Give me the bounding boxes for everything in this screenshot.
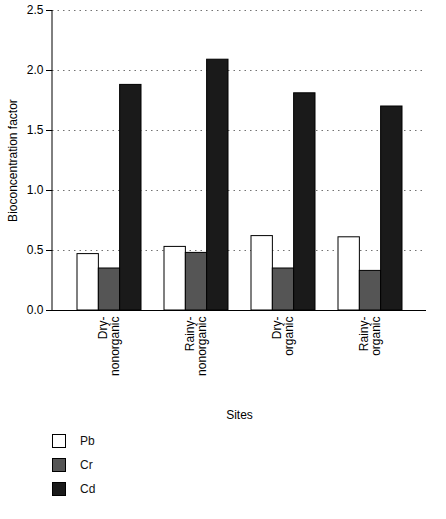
svg-text:Bioconcentration factor: Bioconcentration factor — [6, 99, 20, 222]
svg-text:1.5: 1.5 — [27, 123, 44, 137]
html-text:Cd: Cd — [80, 482, 96, 496]
svg-text:Rainy-nonorganic: Rainy-nonorganic — [183, 317, 209, 376]
svg-text:1.0: 1.0 — [27, 183, 44, 197]
svg-text:2.0: 2.0 — [27, 63, 44, 77]
svg-text:0.5: 0.5 — [27, 243, 44, 257]
html-text:Cr: Cr — [80, 458, 93, 472]
svg-text:2.5: 2.5 — [27, 3, 44, 17]
html-text:Pb: Pb — [80, 434, 95, 448]
svg-text:Dry-nonorganic: Dry-nonorganic — [96, 317, 122, 376]
svg-text:0.0: 0.0 — [27, 303, 44, 317]
svg-text:Sites: Sites — [226, 408, 253, 422]
svg-text:Dry-organic: Dry-organic — [270, 317, 296, 356]
svg-text:Rainy-organic: Rainy-organic — [357, 317, 383, 356]
